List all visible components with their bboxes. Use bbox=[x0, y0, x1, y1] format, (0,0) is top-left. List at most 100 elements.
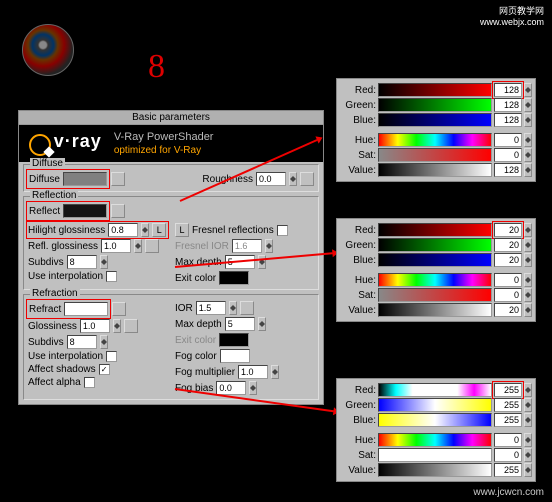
fresnel-checkbox[interactable] bbox=[277, 225, 288, 236]
cp2-green-bar[interactable] bbox=[378, 238, 492, 252]
fog-mult-input[interactable]: 1.0 bbox=[238, 365, 268, 379]
refl-subdiv-spinner[interactable] bbox=[100, 255, 108, 269]
cp2-hue-spinner[interactable] bbox=[524, 273, 532, 287]
cp3-red-v[interactable]: 255 bbox=[494, 383, 522, 397]
cp1-val-spinner[interactable] bbox=[524, 163, 532, 177]
cp1-hue-spinner[interactable] bbox=[524, 133, 532, 147]
cp2-sat-v[interactable]: 0 bbox=[494, 288, 522, 302]
refl-subdiv-input[interactable]: 8 bbox=[67, 255, 97, 269]
refr-gloss-input[interactable]: 1.0 bbox=[80, 319, 110, 333]
cp2-blue-spinner[interactable] bbox=[524, 253, 532, 267]
refl-interp-checkbox[interactable] bbox=[106, 271, 117, 282]
cp2-red-bar[interactable] bbox=[378, 223, 492, 237]
cp2-blue-bar[interactable] bbox=[378, 253, 492, 267]
roughness-input[interactable]: 0.0 bbox=[256, 172, 286, 186]
cp2-val-v[interactable]: 20 bbox=[494, 303, 522, 317]
fog-bias-spinner[interactable] bbox=[249, 381, 257, 395]
cp3-hue-bar[interactable] bbox=[378, 433, 492, 447]
refr-gloss-map-button[interactable] bbox=[124, 319, 138, 333]
refr-subdiv-input[interactable]: 8 bbox=[67, 335, 97, 349]
cp3-red-spinner[interactable] bbox=[524, 383, 532, 397]
refl-exit-swatch[interactable] bbox=[219, 271, 249, 285]
fog-bias-input[interactable]: 0.0 bbox=[216, 381, 246, 395]
affect-alpha-checkbox[interactable] bbox=[84, 377, 95, 388]
roughness-map-button[interactable] bbox=[300, 172, 314, 186]
refl-gloss-spinner[interactable] bbox=[134, 239, 142, 253]
hilight-spinner[interactable] bbox=[141, 223, 149, 237]
cp3-blue-v[interactable]: 255 bbox=[494, 413, 522, 427]
cp1-red-v[interactable]: 128 bbox=[494, 83, 522, 97]
fog-swatch[interactable] bbox=[220, 349, 250, 363]
cp2-hue-bar[interactable] bbox=[378, 273, 492, 287]
fresnel-L-button[interactable]: L bbox=[175, 223, 189, 237]
diffuse-map-button[interactable] bbox=[111, 172, 125, 186]
cp3-val-v[interactable]: 255 bbox=[494, 463, 522, 477]
cp3-sat-bar[interactable] bbox=[378, 448, 492, 462]
refract-swatch[interactable] bbox=[64, 302, 108, 316]
cp1-sat-v[interactable]: 0 bbox=[494, 148, 522, 162]
cp1-sat-bar[interactable] bbox=[378, 148, 492, 162]
cp1-hue-v[interactable]: 0 bbox=[494, 133, 522, 147]
refr-ior-map-button[interactable] bbox=[240, 301, 254, 315]
cp3-hue-v[interactable]: 0 bbox=[494, 433, 522, 447]
cp2-blue-v[interactable]: 20 bbox=[494, 253, 522, 267]
section-title: Basic parameters bbox=[19, 111, 323, 125]
cp3-val-spinner[interactable] bbox=[524, 463, 532, 477]
fresnel-label: Fresnel reflections bbox=[192, 225, 274, 236]
cp1-blue-spinner[interactable] bbox=[524, 113, 532, 127]
cp3-sat-v[interactable]: 0 bbox=[494, 448, 522, 462]
cp2-red-spinner[interactable] bbox=[524, 223, 532, 237]
cp1-red-bar[interactable] bbox=[378, 83, 492, 97]
fog-color-label: Fog color bbox=[175, 351, 217, 362]
refl-gloss-input[interactable]: 1.0 bbox=[101, 239, 131, 253]
diffuse-swatch[interactable] bbox=[63, 172, 107, 186]
cp1-green-v[interactable]: 128 bbox=[494, 98, 522, 112]
cp3-red-bar[interactable] bbox=[378, 383, 492, 397]
cp3-hue-spinner[interactable] bbox=[524, 433, 532, 447]
cp2-red-v[interactable]: 20 bbox=[494, 223, 522, 237]
cp2-hue-v[interactable]: 0 bbox=[494, 273, 522, 287]
cp3-blue-bar[interactable] bbox=[378, 413, 492, 427]
fresnel-ior-spinner[interactable] bbox=[265, 239, 273, 253]
cp2-green-spinner[interactable] bbox=[524, 238, 532, 252]
fresnel-ior-input[interactable]: 1.6 bbox=[232, 239, 262, 253]
refl-gloss-map-button[interactable] bbox=[145, 239, 159, 253]
refr-exit-swatch[interactable] bbox=[219, 333, 249, 347]
cp2-sat-spinner[interactable] bbox=[524, 288, 532, 302]
cp2-val-bar[interactable] bbox=[378, 303, 492, 317]
refr-gloss-spinner[interactable] bbox=[113, 319, 121, 333]
cp3-blue-spinner[interactable] bbox=[524, 413, 532, 427]
hilight-input[interactable]: 0.8 bbox=[108, 223, 138, 237]
cp2-val-spinner[interactable] bbox=[524, 303, 532, 317]
refr-subdiv-spinner[interactable] bbox=[100, 335, 108, 349]
cp1-val-bar[interactable] bbox=[378, 163, 492, 177]
cp1-blue-v[interactable]: 128 bbox=[494, 113, 522, 127]
cp1-val-v[interactable]: 128 bbox=[494, 163, 522, 177]
refr-interp-checkbox[interactable] bbox=[106, 351, 117, 362]
cp1-blue-bar[interactable] bbox=[378, 113, 492, 127]
cp3-sat-spinner[interactable] bbox=[524, 448, 532, 462]
color-panel-2: Red:20 Green:20 Blue:20 Hue:0 Sat:0 Valu… bbox=[336, 218, 536, 322]
affect-shadow-checkbox[interactable]: ✓ bbox=[99, 364, 110, 375]
refr-maxdepth-input[interactable]: 5 bbox=[225, 317, 255, 331]
cp1-hue-bar[interactable] bbox=[378, 133, 492, 147]
fog-mult-spinner[interactable] bbox=[271, 365, 279, 379]
refr-maxdepth-spinner[interactable] bbox=[258, 317, 266, 331]
cp3-green-bar[interactable] bbox=[378, 398, 492, 412]
cp1-sat-spinner[interactable] bbox=[524, 148, 532, 162]
cp3-val-bar[interactable] bbox=[378, 463, 492, 477]
reflect-map-button[interactable] bbox=[111, 204, 125, 218]
roughness-spinner[interactable] bbox=[289, 172, 297, 186]
cp2-green-v[interactable]: 20 bbox=[494, 238, 522, 252]
refr-ior-input[interactable]: 1.5 bbox=[196, 301, 226, 315]
hilight-L-button[interactable]: L bbox=[152, 223, 166, 237]
refr-ior-spinner[interactable] bbox=[229, 301, 237, 315]
cp1-green-bar[interactable] bbox=[378, 98, 492, 112]
cp3-green-v[interactable]: 255 bbox=[494, 398, 522, 412]
cp1-green-spinner[interactable] bbox=[524, 98, 532, 112]
cp3-green-spinner[interactable] bbox=[524, 398, 532, 412]
cp1-red-spinner[interactable] bbox=[524, 83, 532, 97]
reflect-swatch[interactable] bbox=[63, 204, 107, 218]
refract-map-button[interactable] bbox=[112, 302, 126, 316]
cp2-sat-bar[interactable] bbox=[378, 288, 492, 302]
